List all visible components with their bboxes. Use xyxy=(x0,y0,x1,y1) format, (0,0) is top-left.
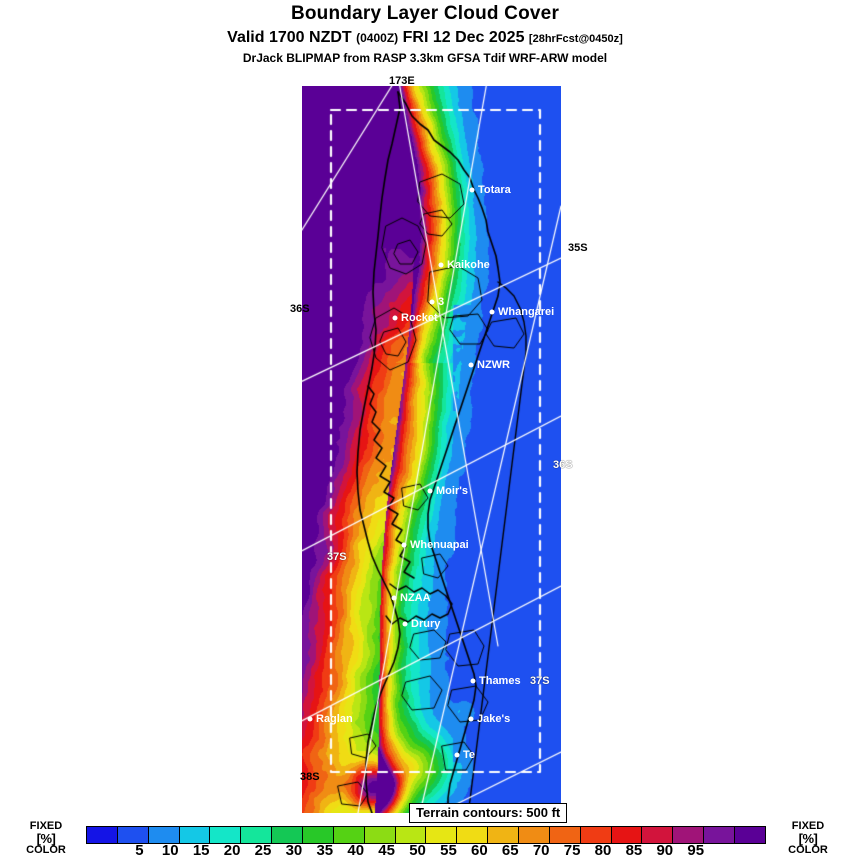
model-description: DrJack BLIPMAP from RASP 3.3km GFSA Tdif… xyxy=(242,51,608,65)
colorbar-segment-21 xyxy=(734,827,765,843)
station-marker-thames[interactable] xyxy=(470,678,476,684)
colorbar-segment-14 xyxy=(518,827,549,843)
forecast-tag: [28hrFcst@0450z] xyxy=(528,33,623,45)
colorbar-segment-4 xyxy=(209,827,241,843)
station-label-thames: Thames xyxy=(479,675,521,687)
colorbar-tick-20: 20 xyxy=(223,842,241,859)
graticule-label-lon-173E: 173E xyxy=(389,75,415,87)
station-marker-nzaa[interactable] xyxy=(391,595,397,601)
colorbar-tick-90: 90 xyxy=(656,842,674,859)
station-marker-whangarei[interactable] xyxy=(489,309,495,315)
terrain-contour-note: Terrain contours: 500 ft xyxy=(409,803,568,823)
colorbar-tick-5: 5 xyxy=(135,842,144,859)
station-marker-rocket[interactable] xyxy=(392,315,398,321)
colorbar-region: FIXED [%] COLOR 5 10 15 20 25 30 35 40 45 50 55 60 6… xyxy=(0,820,850,860)
colorbar-segment-8 xyxy=(332,827,364,843)
graticule-label-lat-38S: 38S xyxy=(300,771,320,783)
cloud-cover-map[interactable]: Totara Kaikohe 3 Rocket Whangarei NZWR Moir's W… xyxy=(302,86,561,813)
valid-time-prefix: Valid 1700 NZDT xyxy=(227,29,352,46)
colorbar-tick-45: 45 xyxy=(378,842,395,859)
station-label-rocket: Rocket xyxy=(401,312,438,324)
cloud-cover-raster xyxy=(302,86,561,813)
color-text-right: COLOR xyxy=(788,844,828,856)
graticule-label-lat-36S-b: 36S xyxy=(553,459,573,471)
colorbar-segment-2 xyxy=(147,827,179,843)
station-marker-whenuapai[interactable] xyxy=(401,542,407,548)
colorbar-segment-19 xyxy=(672,827,704,843)
graticule-label-lat-35S: 35S xyxy=(568,242,588,254)
page-title: Boundary Layer Cloud Cover xyxy=(290,3,560,24)
colorbar-segment-9 xyxy=(363,827,395,843)
chart-header: Boundary Layer Cloud Cover Valid 1700 NZ… xyxy=(0,0,850,65)
station-marker-totara[interactable] xyxy=(469,187,475,193)
colorbar-tick-35: 35 xyxy=(316,842,334,859)
station-label-kaikohe: Kaikohe xyxy=(447,259,490,271)
fixed-text-right: FIXED xyxy=(791,820,825,832)
station-marker-raglan[interactable] xyxy=(307,716,313,722)
colorbar-segment-6 xyxy=(271,827,303,843)
station-label-raglan: Raglan xyxy=(316,713,353,725)
graticule-label-lat-37S: 37S xyxy=(327,551,347,563)
colorbar-segment-12 xyxy=(456,827,488,843)
colorbar-tick-60: 60 xyxy=(471,842,488,859)
colorbar-segment-11 xyxy=(425,827,457,843)
station-label-nzaa: NZAA xyxy=(400,592,431,604)
graticule-label-lat-37S-b: 37S xyxy=(530,675,550,687)
station-label-whangarei: Whangarei xyxy=(498,306,555,318)
colorbar-tick-85: 85 xyxy=(625,842,643,859)
station-marker-moir-s[interactable] xyxy=(427,488,433,494)
station-marker-drury[interactable] xyxy=(402,621,408,627)
colorbar-gradient[interactable] xyxy=(86,826,766,844)
colorbar-tick-15: 15 xyxy=(192,842,210,859)
colorbar-segment-3 xyxy=(178,827,210,843)
fixed-text-left: FIXED xyxy=(29,820,63,832)
colorbar-segment-17 xyxy=(610,827,642,843)
color-text-left: COLOR xyxy=(26,844,66,856)
station-marker-te[interactable] xyxy=(454,752,460,758)
station-label-whenuapai: Whenuapai xyxy=(410,539,469,551)
colorbar-tick-labels: 5 10 15 20 25 30 35 40 45 50 55 60 65 70 75 80 85 90 95 xyxy=(86,843,766,861)
colorbar-segment-20 xyxy=(703,827,735,843)
station-label-marker-3: 3 xyxy=(438,296,445,308)
valid-date: FRI 12 Dec 2025 xyxy=(402,29,525,46)
colorbar-tick-25: 25 xyxy=(254,842,272,859)
colorbar-segment-7 xyxy=(302,827,333,843)
station-label-te: Te xyxy=(463,749,476,761)
colorbar-tick-80: 80 xyxy=(594,842,612,859)
colorbar-tick-95: 95 xyxy=(687,842,705,859)
colorbar-segment-15 xyxy=(548,827,580,843)
station-marker-marker-3[interactable] xyxy=(429,299,435,305)
graticule-label-lat-36S: 36S xyxy=(290,303,310,315)
colorbar-tick-70: 70 xyxy=(532,842,550,859)
colorbar-tick-30: 30 xyxy=(285,842,303,859)
colorbar-segment-0 xyxy=(87,827,117,843)
station-label-totara: Totara xyxy=(478,184,511,196)
colorbar-tick-40: 40 xyxy=(347,842,365,859)
colorbar-tick-50: 50 xyxy=(409,842,426,859)
station-marker-kaikohe[interactable] xyxy=(438,262,444,268)
valid-time-line: Valid 1700 NZDT (0400Z) FRI 12 Dec 2025 … xyxy=(0,29,850,48)
colorbar-segment-10 xyxy=(394,827,426,843)
colorbar-label-right: FIXED [%] COLOR xyxy=(768,821,848,856)
colorbar-tick-75: 75 xyxy=(563,842,581,859)
colorbar-tick-55: 55 xyxy=(440,842,457,859)
station-marker-jake-s[interactable] xyxy=(468,716,474,722)
station-marker-nzwr[interactable] xyxy=(468,362,474,368)
percent-text-left: [%] xyxy=(36,831,56,846)
colorbar-tick-10: 10 xyxy=(161,842,179,859)
station-label-moir-s: Moir's xyxy=(436,485,468,497)
station-label-jake-s: Jake's xyxy=(477,713,511,725)
colorbar-segment-16 xyxy=(579,827,611,843)
colorbar-label-left: FIXED [%] COLOR xyxy=(6,821,86,856)
colorbar-segment-18 xyxy=(641,827,673,843)
percent-text-right: [%] xyxy=(798,831,818,846)
colorbar-segment-13 xyxy=(487,827,519,843)
map-station-overlay: Totara Kaikohe 3 Rocket Whangarei NZWR Moir's W… xyxy=(302,86,561,813)
valid-time-utc: (0400Z) xyxy=(356,31,399,45)
station-label-nzwr: NZWR xyxy=(477,359,510,371)
station-label-drury: Drury xyxy=(411,618,441,630)
colorbar-segment-5 xyxy=(240,827,272,843)
colorbar-segment-1 xyxy=(116,827,148,843)
colorbar-tick-65: 65 xyxy=(501,842,519,859)
